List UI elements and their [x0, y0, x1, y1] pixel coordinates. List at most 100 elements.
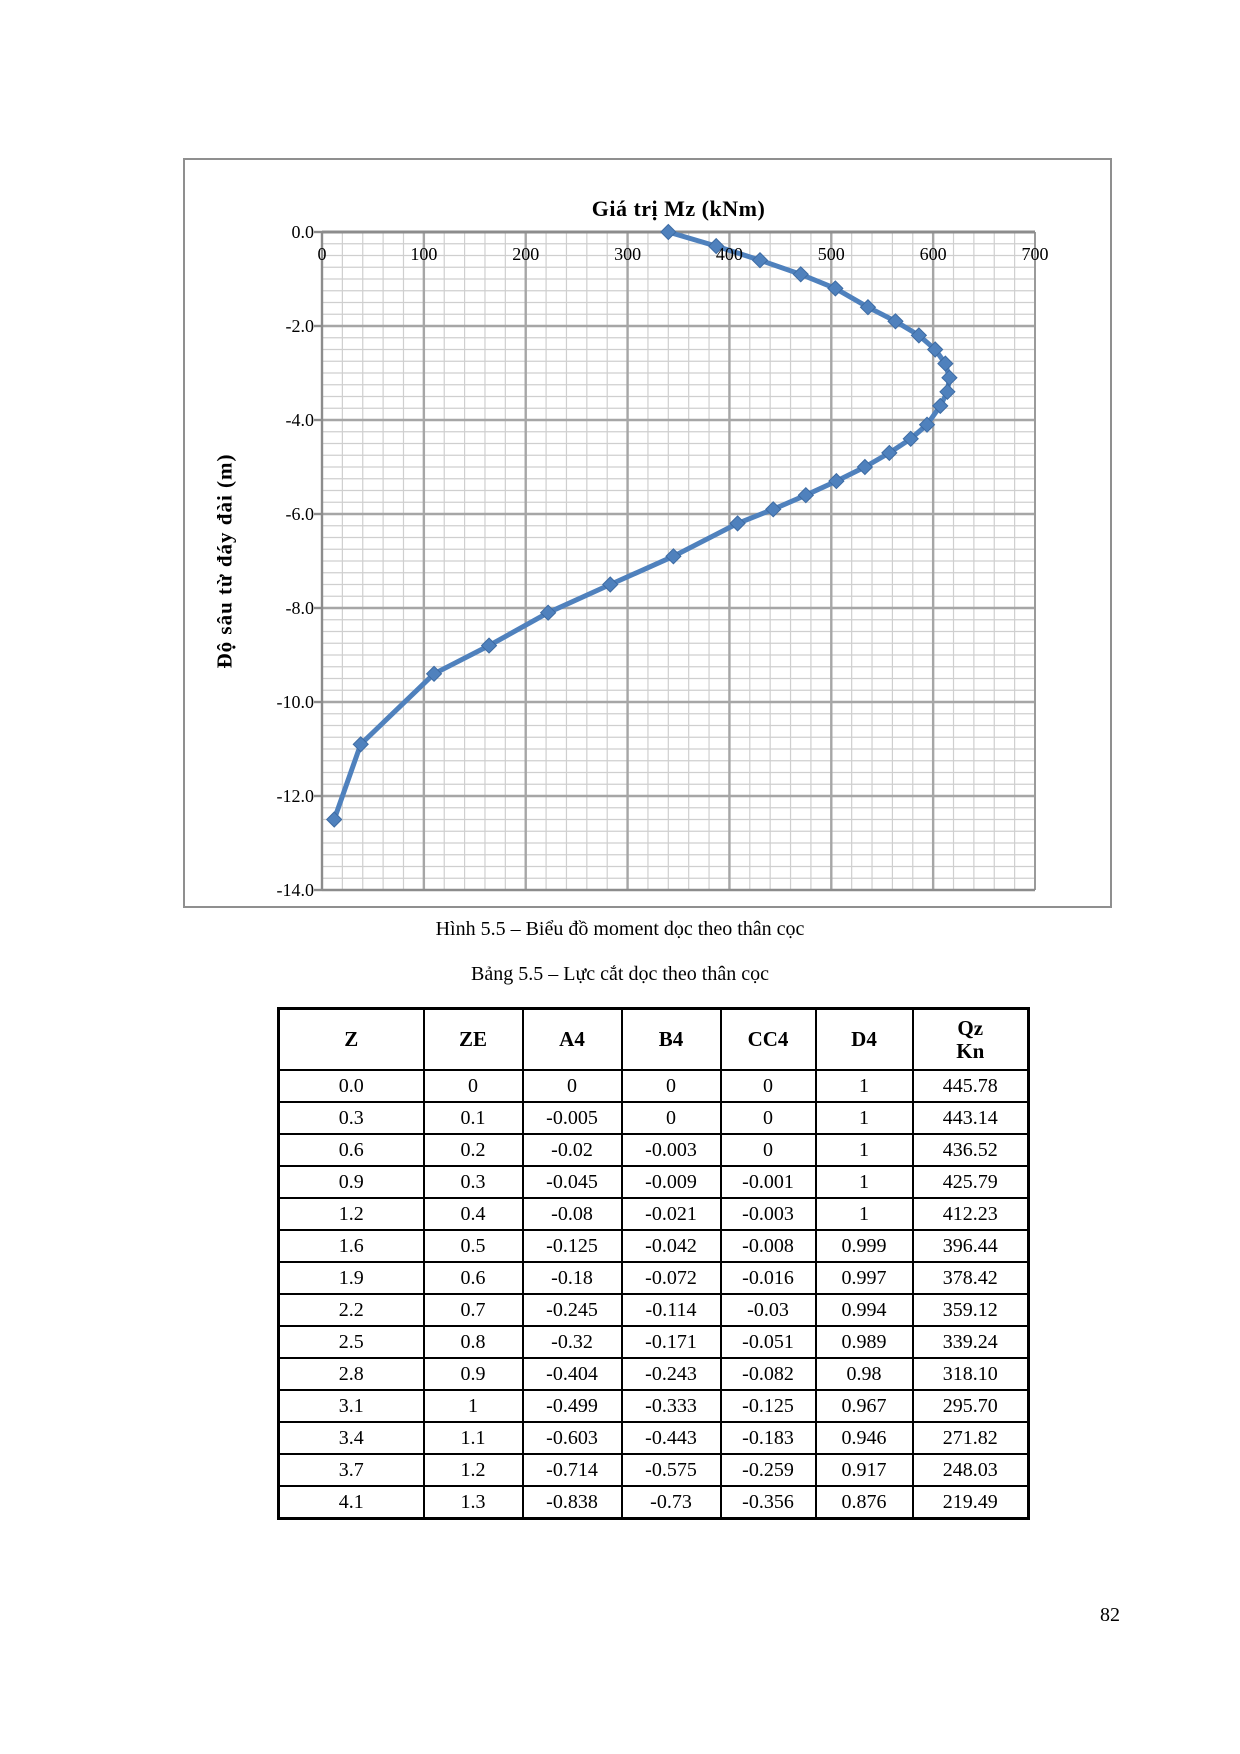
table-cell: -0.082: [719, 1357, 817, 1391]
table-cell: 0.0: [277, 1069, 425, 1103]
table-cell: -0.02: [521, 1133, 623, 1167]
data-point-marker: [665, 548, 682, 565]
table-row: 3.1 1 -0.499 -0.333 -0.125 0.967 295.70: [277, 1389, 1030, 1423]
table-cell: 248.03: [911, 1453, 1030, 1487]
table-row: 2.5 0.8 -0.32 -0.171 -0.051 0.989 339.24: [277, 1325, 1030, 1359]
table-cell: 0.999: [814, 1229, 914, 1263]
data-point-marker: [918, 416, 936, 433]
data-point-marker: [939, 383, 956, 401]
data-point-marker: [729, 515, 746, 532]
table-cell: -0.008: [719, 1229, 817, 1263]
y-tick-label: -12.0: [276, 786, 315, 806]
y-tick-label: -8.0: [285, 598, 315, 618]
table-cell: 0.2: [422, 1133, 524, 1167]
table-cell: -0.003: [620, 1133, 722, 1167]
data-point-marker: [932, 397, 949, 415]
table-cell: 0: [422, 1069, 524, 1103]
table-cell: -0.714: [521, 1453, 623, 1487]
data-point-marker: [887, 313, 904, 330]
table-cell: 0.3: [277, 1101, 425, 1135]
column-header: A4: [521, 1007, 623, 1071]
table-cell: 0.98: [814, 1357, 914, 1391]
x-tick-label: 0: [317, 244, 327, 264]
table-cell: -0.603: [521, 1421, 623, 1455]
table-row: 0.0 0 0 0 0 1 445.78: [277, 1069, 1030, 1103]
data-point-marker: [910, 327, 928, 344]
page-number: 82: [1100, 1604, 1120, 1626]
data-point-marker: [352, 736, 369, 753]
data-point-marker: [765, 501, 782, 518]
shear-force-table: Z ZE A4 B4 CC4 D4 Qz Kn 0.0 0 0 0 0 1 445.78 0.3 0.1 -0.0…: [277, 1007, 1030, 1520]
table-cell: 0.7: [422, 1293, 524, 1327]
table-cell: 219.49: [911, 1485, 1030, 1520]
table-cell: -0.016: [719, 1261, 817, 1295]
table-cell: 4.1: [277, 1485, 425, 1520]
y-tick-label: -6.0: [285, 504, 315, 524]
data-point-marker: [859, 298, 877, 316]
x-tick-label: 300: [614, 244, 642, 264]
table-cell: -0.171: [620, 1325, 722, 1359]
table-cell: -0.73: [620, 1485, 722, 1520]
figure-caption: Hình 5.5 – Biểu đồ moment dọc theo thân …: [435, 918, 805, 940]
table-cell: 2.5: [277, 1325, 425, 1359]
table-row: 2.2 0.7 -0.245 -0.114 -0.03 0.994 359.12: [277, 1293, 1030, 1327]
table-header-row: Z ZE A4 B4 CC4 D4 Qz Kn: [277, 1007, 1030, 1071]
table-row: 1.6 0.5 -0.125 -0.042 -0.008 0.999 396.44: [277, 1229, 1030, 1263]
table-cell: 0.9: [277, 1165, 425, 1199]
table-cell: -0.009: [620, 1165, 722, 1199]
column-header: D4: [814, 1007, 914, 1071]
table-cell: 1.3: [422, 1485, 524, 1520]
data-point-marker: [797, 486, 815, 504]
data-point-marker: [751, 251, 769, 269]
table-cell: 445.78: [911, 1069, 1030, 1103]
table-cell: 3.7: [277, 1453, 425, 1487]
table-cell: 0.989: [814, 1325, 914, 1359]
table-cell: 295.70: [911, 1389, 1030, 1423]
table-cell: 412.23: [911, 1197, 1030, 1231]
data-point-marker: [881, 444, 898, 462]
table-cell: -0.003: [719, 1197, 817, 1231]
table-row: 1.9 0.6 -0.18 -0.072 -0.016 0.997 378.42: [277, 1261, 1030, 1295]
table-cell: 1: [814, 1069, 914, 1103]
data-point-marker: [707, 237, 725, 255]
table-cell: -0.183: [719, 1421, 817, 1455]
table-cell: -0.08: [521, 1197, 623, 1231]
table-cell: 0.9: [422, 1357, 524, 1391]
table-cell: 0: [719, 1101, 817, 1135]
table-cell: 1: [814, 1101, 914, 1135]
table-row: 4.1 1.3 -0.838 -0.73 -0.356 0.876 219.49: [277, 1485, 1030, 1520]
data-point-marker: [792, 266, 809, 283]
column-header-line: Qz: [957, 1015, 984, 1040]
table-cell: 436.52: [911, 1133, 1030, 1167]
table-cell: 339.24: [911, 1325, 1030, 1359]
column-header-line: Kn: [956, 1038, 985, 1063]
table-cell: -0.045: [521, 1165, 623, 1199]
table-cell: 0.994: [814, 1293, 914, 1327]
table-row: 1.2 0.4 -0.08 -0.021 -0.003 1 412.23: [277, 1197, 1030, 1231]
table-row: 3.4 1.1 -0.603 -0.443 -0.183 0.946 271.82: [277, 1421, 1030, 1455]
table-cell: 443.14: [911, 1101, 1030, 1135]
moment-line-chart: [314, 223, 1036, 892]
table-cell: 0: [719, 1133, 817, 1167]
table-cell: -0.042: [620, 1229, 722, 1263]
table-cell: 0: [620, 1101, 722, 1135]
chart-title: Giá trị Mz (kNm): [591, 196, 766, 221]
table-cell: 0.4: [422, 1197, 524, 1231]
data-point-marker: [660, 223, 677, 241]
table-cell: -0.114: [620, 1293, 722, 1327]
table-cell: 1.6: [277, 1229, 425, 1263]
data-point-marker: [902, 430, 919, 448]
table-cell: 0.5: [422, 1229, 524, 1263]
x-tick-label: 500: [817, 244, 845, 264]
table-cell: 1: [814, 1165, 914, 1199]
table-cell: 0: [620, 1069, 722, 1103]
table-cell: -0.404: [521, 1357, 623, 1391]
table-cell: 2.2: [277, 1293, 425, 1327]
table-cell: 0.1: [422, 1101, 524, 1135]
table-cell: 0.967: [814, 1389, 914, 1423]
mz-series-line: [331, 229, 952, 822]
table-cell: 396.44: [911, 1229, 1030, 1263]
table-cell: 359.12: [911, 1293, 1030, 1327]
table-cell: -0.051: [719, 1325, 817, 1359]
